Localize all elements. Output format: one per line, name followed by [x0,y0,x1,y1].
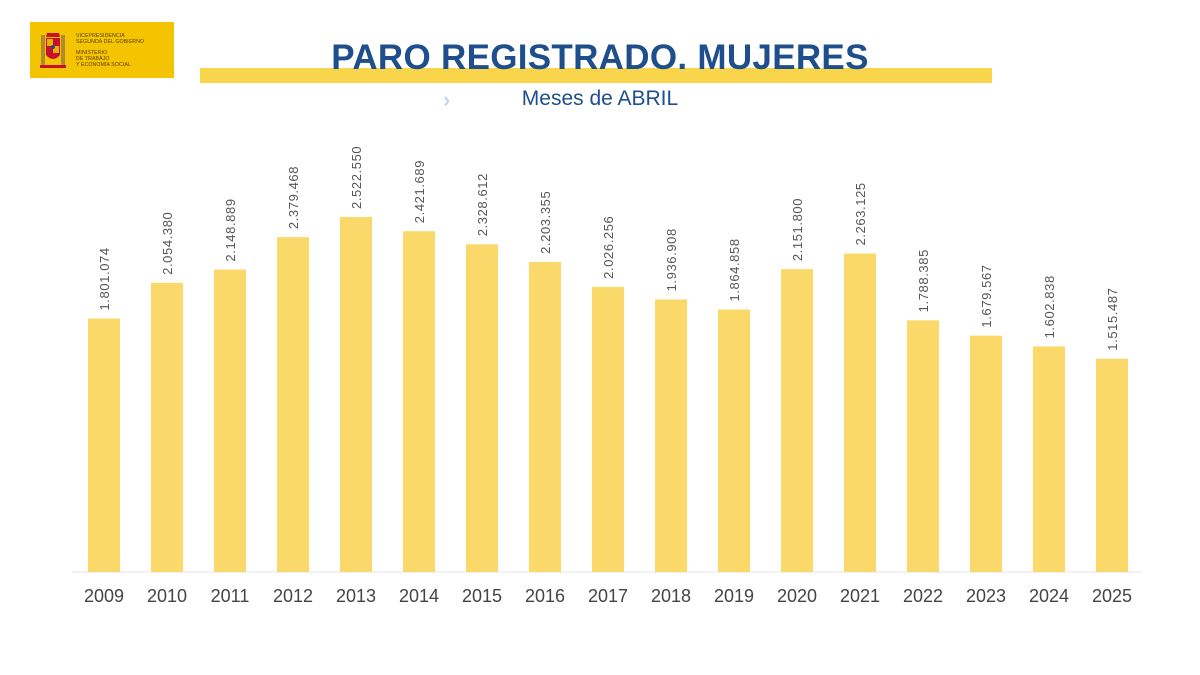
data-label-2012: 2.379.468 [286,166,301,229]
bar-2010 [151,282,183,572]
ministry-logo: Vicepresidencia Segunda del Gobierno Min… [30,22,174,78]
data-label-2009: 1.801.074 [97,247,112,310]
bar-2019 [718,309,750,572]
bar-2012 [277,237,309,572]
logo-line: Ministerio [76,49,108,56]
data-label-2025: 1.515.487 [1105,287,1120,350]
bar-2018 [655,299,687,572]
coat-of-arms-icon [38,29,68,71]
title-highlight-band [200,68,992,83]
data-label-2021: 2.263.125 [853,182,868,245]
x-tick-2020: 2020 [777,586,817,606]
logo-line: Segunda del Gobierno [76,38,145,45]
logo-line: de Trabajo [76,55,110,62]
logo-line: y Economía Social [76,61,131,68]
bar-2015 [466,244,498,572]
data-label-2022: 1.788.385 [916,249,931,312]
x-tick-2012: 2012 [273,586,313,606]
bar-2009 [88,318,120,572]
bar-2024 [1033,346,1065,572]
data-label-2015: 2.328.612 [475,173,490,236]
bar-2016 [529,261,561,572]
bar-2021 [844,253,876,572]
x-tick-2015: 2015 [462,586,502,606]
x-tick-2016: 2016 [525,586,565,606]
chart-title: PARO REGISTRADO. MUJERES [331,38,869,77]
bar-2025 [1096,358,1128,572]
x-tick-2014: 2014 [399,586,439,606]
data-label-2010: 2.054.380 [160,212,175,275]
x-tick-2022: 2022 [903,586,943,606]
logo-line: Vicepresidencia [76,32,125,39]
data-label-2016: 2.203.355 [538,191,553,254]
data-label-2020: 2.151.800 [790,198,805,261]
data-label-2017: 2.026.256 [601,216,616,279]
x-tick-2017: 2017 [588,586,628,606]
bar-2014 [403,231,435,573]
data-label-2019: 1.864.858 [727,238,742,301]
x-tick-2024: 2024 [1029,586,1069,606]
x-tick-2019: 2019 [714,586,754,606]
data-label-2023: 1.679.567 [979,264,994,327]
data-label-2011: 2.148.889 [223,198,238,261]
bar-2022 [907,320,939,572]
data-label-2018: 1.936.908 [664,228,679,291]
bar-2011 [214,269,246,572]
x-tick-2021: 2021 [840,586,880,606]
bar-2013 [340,217,372,572]
bar-2020 [781,269,813,572]
x-tick-2009: 2009 [84,586,124,606]
x-tick-2010: 2010 [147,586,187,606]
x-tick-2018: 2018 [651,586,691,606]
chart-subtitle: Meses de ABRIL [521,87,679,110]
x-tick-2013: 2013 [336,586,376,606]
x-tick-2025: 2025 [1092,586,1132,606]
x-tick-2023: 2023 [966,586,1006,606]
data-label-2013: 2.522.550 [349,146,364,209]
data-label-2024: 1.602.838 [1042,275,1057,338]
data-label-2014: 2.421.689 [412,160,427,223]
chevron-right-icon: › [443,87,451,112]
bar-2023 [970,335,1002,572]
x-tick-2011: 2011 [211,586,250,606]
bar-2017 [592,286,624,572]
